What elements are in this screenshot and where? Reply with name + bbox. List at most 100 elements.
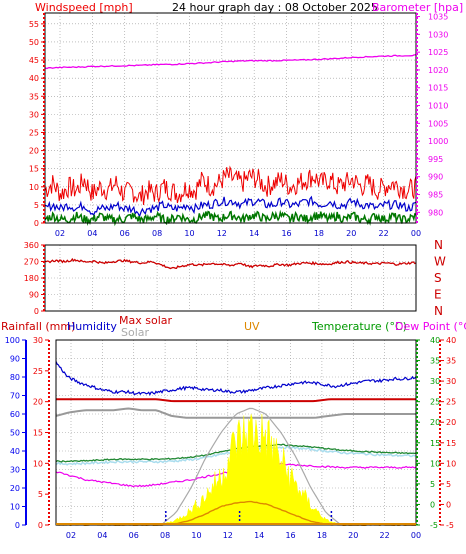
compass-label: S (434, 271, 442, 285)
panel1-right-tick-label: 1000 (428, 137, 448, 146)
panel1-left-tick-label: 30 (29, 110, 39, 119)
panel1-left-tick-label: 45 (29, 56, 39, 65)
panel2-left-tick-label: 180 (24, 274, 39, 283)
temp-axis-tick-label: 5 (430, 480, 435, 489)
panel1-x-tick-label: 14 (249, 229, 259, 238)
compass-label: E (434, 288, 442, 302)
panel1-x-tick-label: 22 (379, 229, 389, 238)
panel2-left-tick-label: 90 (29, 291, 39, 300)
uv-axis-tick-label: 0 (38, 521, 43, 530)
panel1-right-tick-label: 980 (428, 208, 443, 217)
dew-axis-tick-label: 25 (446, 398, 456, 407)
rain-axis-tick-label: 20 (10, 484, 20, 493)
temp-axis-tick-label: 30 (430, 377, 440, 386)
compass-label: W (434, 255, 446, 269)
panel1-right-tick-label: 1025 (428, 48, 448, 57)
dew-axis-tick-label: 40 (446, 336, 456, 345)
legend-solar: Solar (121, 326, 150, 339)
series-wind-green (44, 209, 417, 227)
dew-axis-tick-label: 30 (446, 377, 456, 386)
panel1-right-tick-label: 1020 (428, 66, 448, 75)
uv-axis-tick-label: 30 (33, 336, 43, 345)
series-gust (44, 165, 417, 205)
panel1-x-tick-label: 12 (217, 229, 227, 238)
dew-axis-tick-label: 35 (446, 357, 456, 366)
compass-label: N (434, 304, 443, 318)
rain-axis-tick-label: 100 (5, 336, 20, 345)
panel1-left-tick-label: 20 (29, 147, 39, 156)
panel1-left-tick-label: 0 (34, 219, 39, 228)
panel1-left-tick-label: 25 (29, 128, 39, 137)
panel1-left-tick-label: 15 (29, 165, 39, 174)
temp-axis-tick-label: 0 (430, 500, 435, 509)
legend-uv: UV (244, 320, 260, 333)
series-wind-direction (44, 257, 417, 270)
uv-axis-tick-label: 15 (33, 429, 43, 438)
uv-axis-tick-label: 5 (38, 490, 43, 499)
panel1-x-tick-label: 20 (346, 229, 356, 238)
panel3-x-tick-label: 10 (191, 531, 201, 540)
panel3-x-tick-label: 20 (348, 531, 358, 540)
temp-axis-tick-label: 10 (430, 459, 440, 468)
panel3-x-tick-label: 14 (254, 531, 264, 540)
rain-axis-tick-label: 70 (10, 392, 20, 401)
legend-temperature: Temperature (°C) (311, 320, 407, 333)
dew-axis-tick-label: 10 (446, 459, 456, 468)
series-humidity (55, 361, 417, 396)
dew-axis-tick-label: 5 (446, 480, 451, 489)
panel1-right-tick-label: 990 (428, 173, 443, 182)
legend-rainfall: Rainfall (mm) (1, 320, 75, 333)
dew-axis-tick-label: 0 (446, 500, 451, 509)
panel1-left-tick-label: 10 (29, 183, 39, 192)
panel1-x-tick-label: 08 (152, 229, 162, 238)
panel3-x-tick-label: 18 (317, 531, 327, 540)
panel1-x-tick-label: 16 (281, 229, 291, 238)
barometer-axis-title: Barometer [hpa] (372, 1, 463, 14)
panel3-x-tick-label: 12 (223, 531, 233, 540)
panel1-left-tick-label: 55 (29, 20, 39, 29)
rain-axis-tick-label: 30 (10, 466, 20, 475)
panel1-left-tick-label: 40 (29, 74, 39, 83)
panel1-right-tick-label: 1035 (428, 13, 448, 22)
rain-axis-tick-label: 60 (10, 410, 20, 419)
chart-title: 24 hour graph day : 08 October 2025 (172, 1, 378, 14)
panel1-right-tick-label: 1005 (428, 119, 448, 128)
rain-axis-tick-label: 50 (10, 429, 20, 438)
uv-axis-tick-label: 20 (33, 398, 43, 407)
panel3-x-tick-label: 22 (380, 531, 390, 540)
panel1-right-tick-label: 995 (428, 155, 443, 164)
rain-axis-tick-label: 90 (10, 355, 20, 364)
temp-axis-tick-label: 25 (430, 398, 440, 407)
panel2-left-tick-label: 360 (24, 241, 39, 250)
series-barometer (44, 54, 416, 70)
temp-axis-tick-label: 40 (430, 336, 440, 345)
panel3-x-tick-label: 06 (129, 531, 139, 540)
uv-axis-tick-label: 25 (33, 367, 43, 376)
legend-dew-point: Dew Point (°C) (395, 320, 466, 333)
panel1-x-tick-label: 04 (87, 229, 97, 238)
panel1-x-tick-label: 06 (120, 229, 130, 238)
dew-axis-tick-label: 15 (446, 439, 456, 448)
panel1-x-tick-label: 10 (184, 229, 194, 238)
series-layer (44, 54, 417, 527)
windspeed-axis-title: Windspeed [mph] (35, 1, 133, 14)
panel1-frame (44, 12, 417, 224)
legend-max-solar: Max solar (119, 314, 172, 327)
panel1-x-tick-label: 00 (411, 229, 421, 238)
panel2-left-tick-label: 0 (34, 307, 39, 316)
panel1-x-tick-label: 02 (55, 229, 65, 238)
temp-axis-tick-label: 15 (430, 439, 440, 448)
panel3-x-tick-label: 16 (285, 531, 295, 540)
uv-axis-tick-label: 10 (33, 459, 43, 468)
temp-axis-tick-label: 35 (430, 357, 440, 366)
series-wind-avg (44, 195, 417, 219)
panel1-right-tick-label: 985 (428, 191, 443, 200)
dew-axis-tick-label: -5 (446, 521, 454, 530)
rain-axis-tick-label: 0 (15, 521, 20, 530)
panel3-x-tick-label: 04 (97, 531, 107, 540)
panel1-right-tick-label: 1015 (428, 84, 448, 93)
panel1-left-tick-label: 5 (34, 201, 39, 210)
panel3-x-tick-label: 00 (411, 531, 421, 540)
